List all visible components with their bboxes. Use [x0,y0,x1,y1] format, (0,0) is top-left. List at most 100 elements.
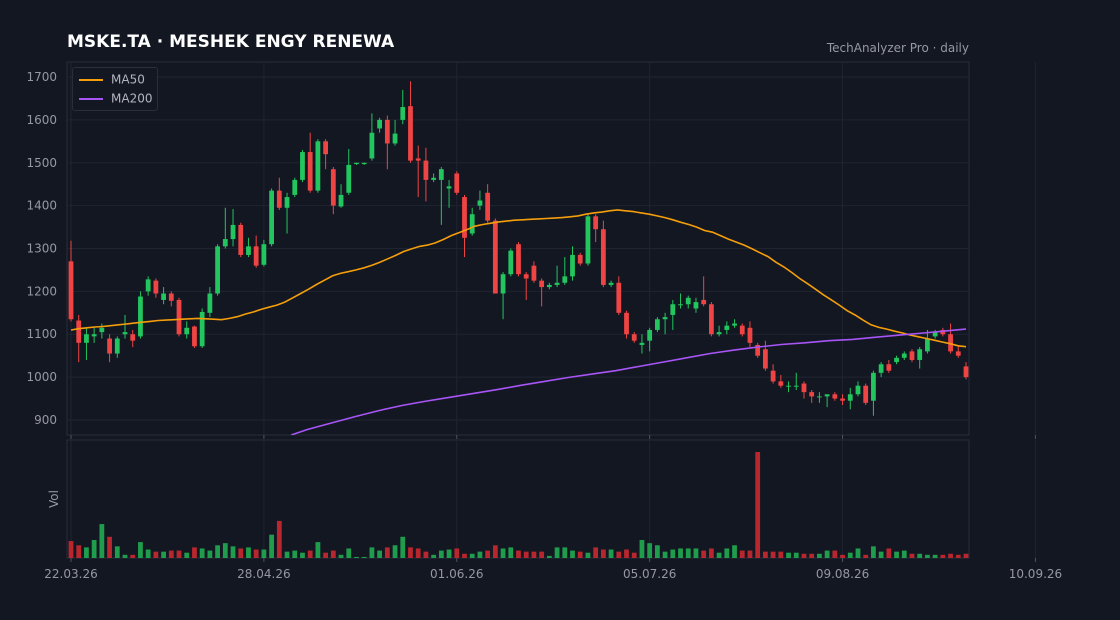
candle-body [925,338,930,352]
candle [871,370,876,416]
candle-body [284,197,290,208]
volume-bar [600,549,606,558]
volume-bar [84,547,89,558]
x-tick-label: 10.09.26 [1009,567,1062,581]
candle [438,167,444,225]
candle-body [755,344,761,356]
candle [616,276,622,315]
volume-bar [932,554,938,558]
volume-bar [508,547,514,558]
candle [685,295,691,309]
candle [670,299,676,330]
candle-body [647,329,653,341]
candle [770,364,776,384]
candle [925,329,930,354]
candle-body [392,133,398,144]
candle-body [485,192,491,221]
volume-bar [724,548,730,558]
candle-body [701,299,707,305]
candle-body [546,284,552,288]
volume-bar [778,551,784,558]
volume-bar [477,551,483,558]
volume-bar [716,552,722,558]
candle [153,278,159,298]
volume-bar [747,550,753,558]
candle-body [238,224,244,255]
candle-body [763,349,768,369]
volume-bar [207,550,213,558]
volume-bar [122,554,128,558]
volume-bar [739,550,745,558]
candle-body [639,342,645,345]
candle [647,327,653,352]
candle [361,162,367,165]
candle-body [400,107,406,120]
candle-body [963,366,969,378]
candle-body [917,349,923,360]
volume-bar [99,524,105,558]
volume-bar [732,545,737,558]
candle-body [871,372,876,401]
volume-bar [500,548,506,558]
candle-body [809,392,815,397]
candle-body [377,119,383,129]
candle-body [508,250,514,275]
candle-body [600,229,606,285]
volume-bars [68,452,969,558]
volume-bar [878,551,884,558]
candle [554,265,560,288]
volume-bar [184,552,190,558]
candle [230,209,236,247]
volume-bar [786,552,791,558]
legend: MA50 MA200 [72,67,158,111]
candle [469,207,475,236]
candle-body [99,327,105,333]
volume-bar [793,552,799,558]
volume-bar [253,549,259,558]
candle [917,347,923,369]
volume-bar [855,548,861,558]
candle-body [693,302,699,309]
candle-body [315,141,321,191]
volume-bar [307,550,313,558]
volume-bar [238,548,244,558]
candle-body [593,216,599,230]
volume-bar [330,550,336,558]
x-tick-label: 05.07.26 [623,567,676,581]
volume-bar [338,554,344,558]
volume-bar [168,550,174,558]
candle [369,113,375,161]
volume-bar [662,551,668,558]
candle [793,372,799,390]
volume-bar [438,550,444,558]
volume-bar [701,550,707,558]
candle-body [176,299,182,335]
candle-body [716,332,722,335]
ma50-line [70,209,967,348]
volume-bar [276,520,282,558]
volume-bar [68,541,74,558]
volume-bar [199,548,205,558]
candle [384,115,390,170]
candle-body [84,334,89,343]
candle [122,314,128,339]
volume-bar [354,556,359,558]
candle [76,314,82,363]
volume-bar [76,545,82,558]
candle [168,291,174,307]
volume-bar [925,554,930,558]
volume-bar [469,553,475,558]
candle-body [462,197,467,238]
volume-bar [145,549,151,558]
candle-body [724,325,730,330]
candle-body [747,327,753,343]
candle [138,291,143,339]
candle-body [817,396,822,398]
volume-bar [608,549,614,558]
candle [631,332,637,343]
candle-body [577,254,583,264]
candle-body [948,334,953,352]
candle [68,240,74,322]
candle-body [670,304,676,315]
volume-bar [377,550,383,558]
